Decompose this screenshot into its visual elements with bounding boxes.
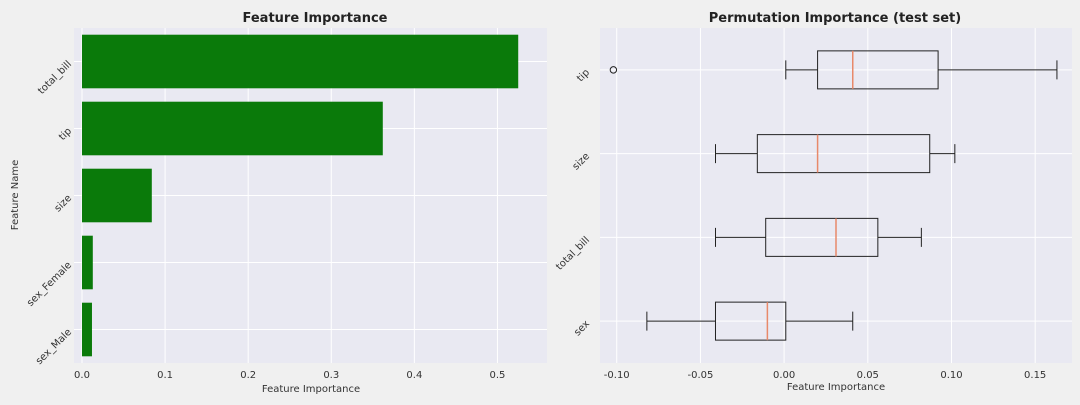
chart2-box xyxy=(765,217,879,257)
chart2-x-tick-label: -0.05 xyxy=(687,370,713,381)
chart2-x-tick-label: 0.00 xyxy=(773,370,795,381)
chart2-box xyxy=(714,301,787,341)
chart2-outlier xyxy=(609,66,618,74)
chart1-x-axis-label: Feature Importance xyxy=(262,384,360,395)
chart1-bar xyxy=(82,168,152,223)
chart2-x-ticks: -0.10 -0.05 0.00 0.05 0.10 0.15 xyxy=(604,370,1047,381)
chart1-x-tick-label: 0.1 xyxy=(157,370,173,381)
chart1-x-ticks: 0.0 0.1 0.2 0.3 0.4 0.5 xyxy=(74,370,505,381)
chart1-bar xyxy=(82,302,92,357)
chart1-bar xyxy=(82,235,93,290)
chart2-title: Permutation Importance (test set) xyxy=(709,11,961,26)
chart2-x-tick-label: -0.10 xyxy=(604,370,630,381)
chart2-box-group xyxy=(714,217,922,257)
chart1-x-tick-label: 0.4 xyxy=(406,370,422,381)
chart2-box-group xyxy=(609,50,1058,90)
chart2-x-tick-label: 0.05 xyxy=(857,370,879,381)
chart2-x-tick-label: 0.15 xyxy=(1024,370,1046,381)
chart2-x-tick-label: 0.10 xyxy=(940,370,962,381)
chart2-box xyxy=(817,50,939,90)
chart1-x-tick-label: 0.2 xyxy=(240,370,256,381)
chart1-title: Feature Importance xyxy=(243,11,388,26)
chart2-box xyxy=(756,134,931,174)
chart2-box-group xyxy=(646,301,854,341)
permutation-importance-chart: Permutation Importance (test set) -0.10-… xyxy=(554,11,1072,393)
chart2-boxes xyxy=(609,50,1058,341)
chart1-x-tick-label: 0.0 xyxy=(74,370,90,381)
chart1-y-axis-label: Feature Name xyxy=(10,160,21,230)
chart1-bar xyxy=(82,34,519,89)
chart1-bar xyxy=(82,101,383,156)
feature-importance-chart: Feature Importance 0.0 0.1 0.2 0.3 0.4 0.5 to… xyxy=(10,11,547,395)
chart1-x-tick-label: 0.5 xyxy=(490,370,506,381)
chart2-plot-area xyxy=(600,28,1072,363)
chart2-x-axis-label: Feature Importance xyxy=(787,382,885,393)
chart1-x-tick-label: 0.3 xyxy=(323,370,339,381)
chart1-bars xyxy=(82,34,519,357)
chart2-box-group xyxy=(714,134,956,174)
